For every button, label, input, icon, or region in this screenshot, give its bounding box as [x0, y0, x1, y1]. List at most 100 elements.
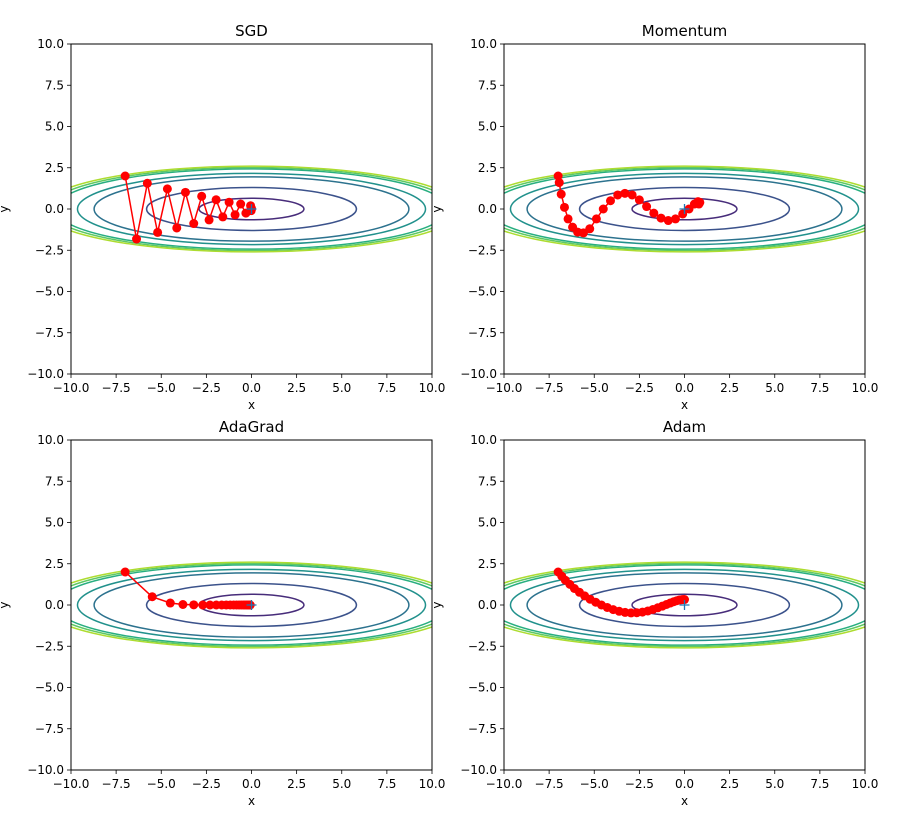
- path-point: [204, 215, 214, 225]
- path-point: [634, 195, 644, 205]
- contour-line: [71, 168, 432, 250]
- chart-title: SGD: [235, 22, 268, 40]
- contour-line: [145, 582, 358, 628]
- y-tick-label: 7.5: [45, 474, 64, 488]
- y-tick-label: 0.0: [478, 202, 497, 216]
- path-point: [172, 223, 182, 233]
- contour-line: [631, 197, 738, 221]
- y-tick-label: 7.5: [478, 78, 497, 92]
- contour-line: [504, 166, 865, 252]
- y-tick-label: 10.0: [470, 37, 497, 51]
- path-point: [694, 199, 704, 209]
- minimum-marker: [679, 600, 690, 610]
- y-tick-label: −7.5: [35, 722, 64, 736]
- path-point: [142, 178, 152, 188]
- x-tick-label: −7.5: [535, 777, 564, 791]
- x-tick-label: 2.5: [720, 381, 739, 395]
- path-point: [627, 190, 637, 200]
- y-tick-label: 5.0: [45, 516, 64, 530]
- y-tick-label: 0.0: [478, 598, 497, 612]
- contour-line: [145, 186, 358, 232]
- x-tick-label: −5.0: [580, 381, 609, 395]
- subplot-adagrad: −10.0 −7.5 −5.0 −2.5 0.0 2.5 5.0 7.5 10.0 10.0 7.5…: [0, 418, 446, 808]
- x-axis-label: x: [681, 794, 688, 808]
- y-tick-label: 7.5: [45, 78, 64, 92]
- path-point: [218, 212, 228, 222]
- y-tick-label: −5.0: [35, 285, 64, 299]
- y-tick-label: 0.0: [45, 202, 64, 216]
- y-tick-label: −2.5: [468, 639, 497, 653]
- path-point: [132, 234, 142, 244]
- subplot-adam: −10.0 −7.5 −5.0 −2.5 0.0 2.5 5.0 7.5 10.0 10.0 7.5…: [430, 418, 879, 808]
- x-tick-label: −7.5: [102, 381, 131, 395]
- path-point: [153, 227, 163, 237]
- path-point: [563, 214, 573, 224]
- path-point: [649, 208, 659, 218]
- path-point: [605, 196, 615, 206]
- y-axis-label: y: [0, 601, 11, 608]
- contour-set: [71, 165, 432, 253]
- path-point: [236, 199, 246, 209]
- contour-line: [76, 568, 427, 642]
- x-tick-label: −10.0: [486, 777, 523, 791]
- path-point: [613, 190, 623, 200]
- x-tick-label: −2.5: [625, 381, 654, 395]
- chart-title: AdaGrad: [219, 418, 284, 436]
- y-tick-label: −10.0: [27, 367, 64, 381]
- y-axis-label: y: [430, 601, 444, 608]
- path-point: [585, 224, 595, 234]
- contour-line: [526, 572, 843, 638]
- path-point: [224, 197, 234, 207]
- y-tick-label: 2.5: [478, 557, 497, 571]
- y-tick-label: 0.0: [45, 598, 64, 612]
- y-tick-label: −7.5: [468, 326, 497, 340]
- contour-line: [526, 176, 843, 242]
- contour-set: [504, 561, 865, 649]
- minimum-marker: [246, 204, 257, 214]
- x-tick-label: 10.0: [852, 381, 879, 395]
- y-tick-label: −10.0: [460, 367, 497, 381]
- contour-line: [578, 582, 791, 628]
- x-tick-label: 10.0: [852, 777, 879, 791]
- x-tick-label: −10.0: [53, 777, 90, 791]
- y-tick-label: 7.5: [478, 474, 497, 488]
- contour-line: [504, 168, 865, 250]
- x-tick-label: 7.5: [810, 777, 829, 791]
- path-point: [556, 189, 566, 199]
- contour-line: [198, 197, 305, 221]
- y-tick-label: 10.0: [37, 37, 64, 51]
- path-point: [165, 598, 175, 608]
- path-point: [620, 188, 630, 198]
- x-axis-label: x: [248, 398, 255, 412]
- path-point: [198, 600, 208, 610]
- x-tick-label: −7.5: [535, 381, 564, 395]
- x-tick-label: −5.0: [580, 777, 609, 791]
- path-point: [642, 202, 652, 212]
- contour-line: [578, 186, 791, 232]
- y-tick-label: 2.5: [478, 161, 497, 175]
- y-tick-label: 5.0: [478, 120, 497, 134]
- path-point: [147, 592, 157, 602]
- x-tick-label: 5.0: [332, 381, 351, 395]
- x-axis-label: x: [681, 398, 688, 412]
- x-axis-label: x: [248, 794, 255, 808]
- x-tick-label: −5.0: [147, 777, 176, 791]
- x-tick-label: 7.5: [377, 777, 396, 791]
- subplot-sgd: −10.0 −7.5 −5.0 −2.5 0.0 2.5 5.0 7.5 10.0 10.0 7.5…: [0, 22, 445, 412]
- contour-line: [509, 568, 860, 642]
- contour-line: [93, 176, 410, 242]
- y-tick-label: 2.5: [45, 557, 64, 571]
- contour-line: [93, 572, 410, 638]
- x-tick-label: 10.0: [419, 777, 446, 791]
- contour-line: [631, 593, 738, 617]
- y-tick-label: 5.0: [478, 516, 497, 530]
- contour-line: [504, 165, 865, 253]
- x-tick-label: 7.5: [810, 381, 829, 395]
- y-tick-label: −2.5: [35, 639, 64, 653]
- path-point: [230, 210, 240, 220]
- chart-title: Adam: [663, 418, 706, 436]
- minimum-marker: [246, 600, 257, 610]
- path-point: [205, 600, 215, 610]
- contour-line: [504, 562, 865, 648]
